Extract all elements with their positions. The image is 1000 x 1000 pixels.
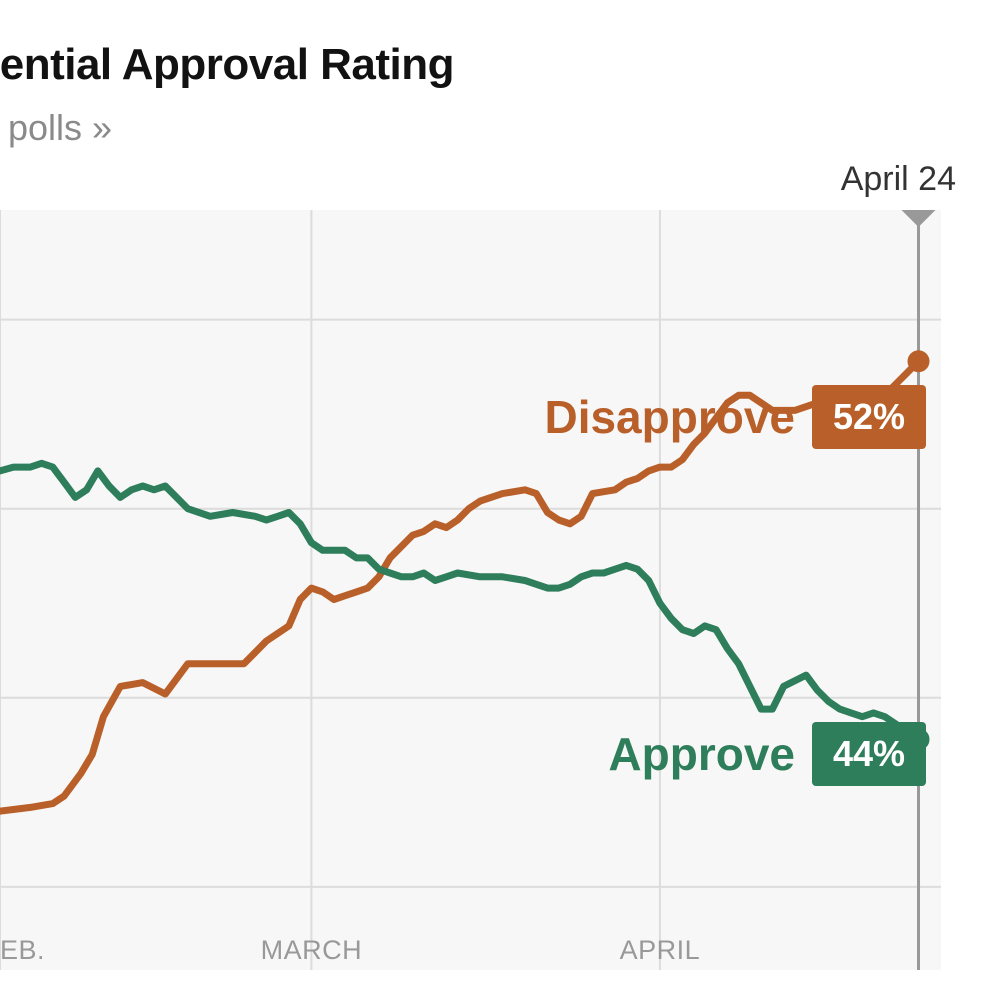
x-tick-label: APRIL <box>619 935 701 965</box>
approve-line <box>0 459 922 743</box>
approve-value-badge: 44% <box>812 722 926 786</box>
chart-title: lential Approval Rating <box>0 40 455 89</box>
current-date-label: April 24 <box>840 160 956 198</box>
disapprove-value-badge: 52% <box>812 385 926 449</box>
disapprove-end-dot <box>907 350 930 373</box>
plot-background <box>0 210 941 970</box>
disapprove-label: Disapprove <box>544 391 795 443</box>
x-tick-label: MARCH <box>260 935 363 965</box>
current-date-triangle-icon <box>901 210 936 227</box>
x-tick-label: EB. <box>0 935 46 965</box>
approve-label: Approve <box>608 728 795 780</box>
polls-link[interactable]: polls » <box>8 107 113 148</box>
disapprove-line <box>0 357 922 815</box>
